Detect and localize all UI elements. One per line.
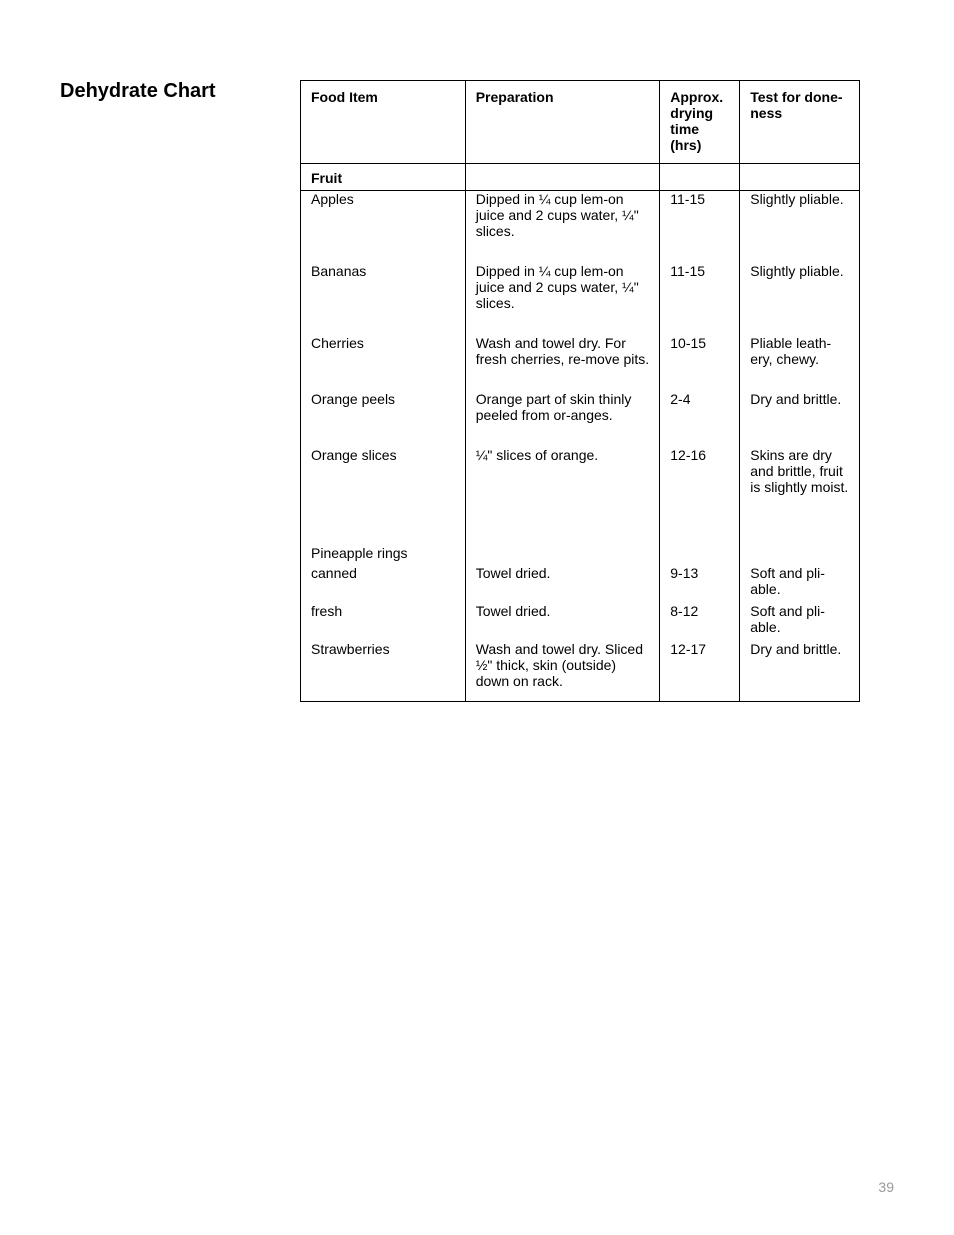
cell-food: Bananas [301,263,466,317]
page-number: 39 [878,1179,894,1195]
spacer-row [301,245,860,263]
table-row: Bananas Dipped in ¼ cup lem-on juice and… [301,263,860,317]
table-header-row: Food Item Preparation Approx. drying tim… [301,81,860,164]
table-row: Orange peels Orange part of skin thinly … [301,391,860,429]
cell-test: Soft and pli-able. [740,565,860,603]
cell-food: fresh [301,603,466,641]
spacer-row [301,373,860,391]
cell-test: Skins are dry and brittle, fruit is slig… [740,447,860,501]
cell-food: Orange slices [301,447,466,501]
cell-time: 11-15 [660,263,740,317]
cell-time: 11-15 [660,191,740,246]
col-header-time: Approx. drying time (hrs) [660,81,740,164]
col-header-food: Food Item [301,81,466,164]
table-row: Apples Dipped in ¼ cup lem-on juice and … [301,191,860,246]
cell-time: 12-17 [660,641,740,702]
cell-prep: Towel dried. [465,603,660,641]
cell-food: Apples [301,191,466,246]
cell-prep: Dipped in ¼ cup lem-on juice and 2 cups … [465,191,660,246]
cell-food: Strawberries [301,641,466,702]
cell-test: Pliable leath-ery, chewy. [740,335,860,373]
cell-prep: Wash and towel dry. Sliced ½" thick, ski… [465,641,660,702]
subgroup-heading: Pineapple rings [301,537,466,565]
table-row: canned Towel dried. 9-13 Soft and pli-ab… [301,565,860,603]
dehydrate-chart-table: Food Item Preparation Approx. drying tim… [300,80,860,702]
spacer-row [301,317,860,335]
subgroup-heading-row: Pineapple rings [301,537,860,565]
col-header-test: Test for done-ness [740,81,860,164]
page-container: Dehydrate Chart Food Item Preparation Ap… [60,80,894,702]
table-row: Strawberries Wash and towel dry. Sliced … [301,641,860,702]
cell-food: canned [301,565,466,603]
spacer-row [301,501,860,519]
table-row: Cherries Wash and towel dry. For fresh c… [301,335,860,373]
cell-prep: Orange part of skin thinly peeled from o… [465,391,660,429]
cell-time: 12-16 [660,447,740,501]
cell-food: Orange peels [301,391,466,429]
cell-prep: Dipped in ¼ cup lem-on juice and 2 cups … [465,263,660,317]
cell-prep: Wash and towel dry. For fresh cherries, … [465,335,660,373]
cell-test: Slightly pliable. [740,263,860,317]
cell-time: 8-12 [660,603,740,641]
cell-food: Cherries [301,335,466,373]
table-row: fresh Towel dried. 8-12 Soft and pli-abl… [301,603,860,641]
col-header-prep: Preparation [465,81,660,164]
cell-time: 2-4 [660,391,740,429]
cell-time: 9-13 [660,565,740,603]
cell-test: Soft and pli-able. [740,603,860,641]
cell-prep: Towel dried. [465,565,660,603]
spacer-row [301,519,860,537]
cell-test: Slightly pliable. [740,191,860,246]
cell-prep: ¼" slices of orange. [465,447,660,501]
cell-test: Dry and brittle. [740,391,860,429]
section-title: Dehydrate Chart [60,80,260,702]
cell-time: 10-15 [660,335,740,373]
cell-test: Dry and brittle. [740,641,860,702]
section-header-row: Fruit [301,164,860,191]
section-heading: Fruit [301,164,466,191]
table-row: Orange slices ¼" slices of orange. 12-16… [301,447,860,501]
spacer-row [301,429,860,447]
